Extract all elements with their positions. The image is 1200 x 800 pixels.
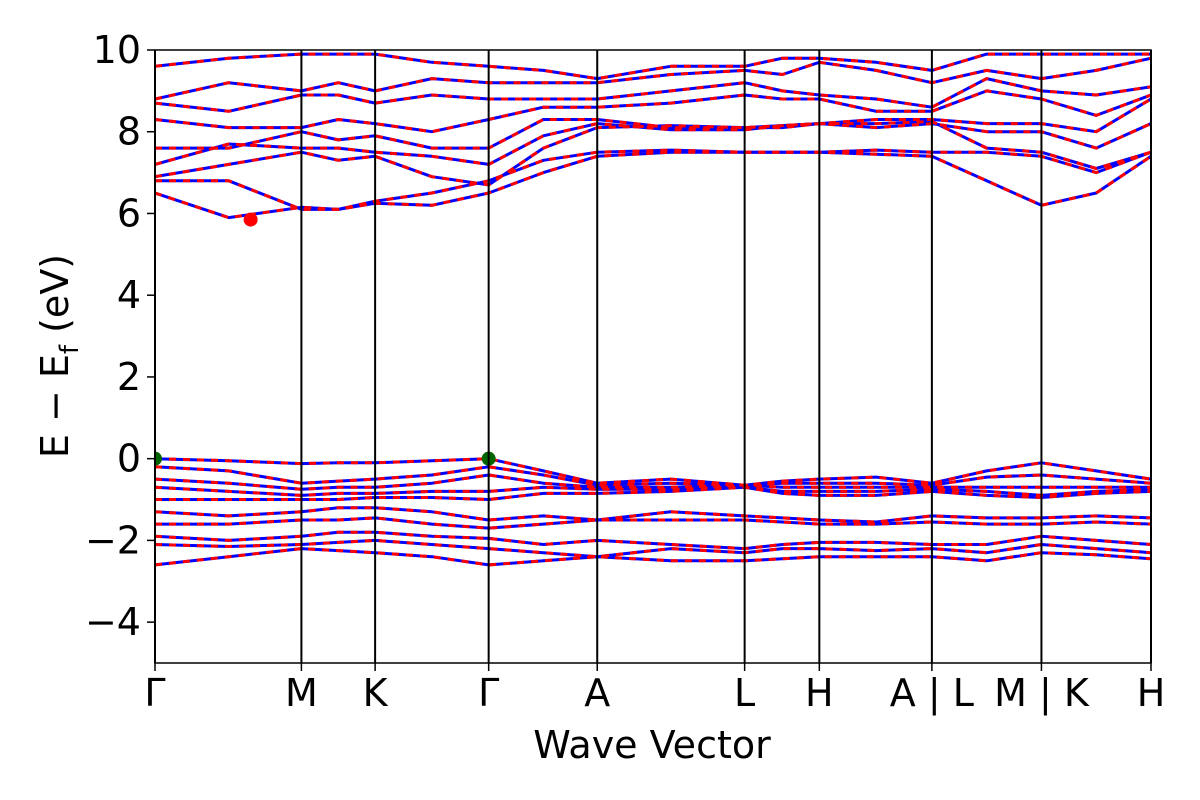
plot-frame: [154, 49, 1152, 664]
band-dashed: [155, 485, 1151, 497]
x-tick-label: K: [363, 671, 389, 715]
y-tick-label: −2: [85, 518, 141, 562]
band-dashed: [155, 52, 1151, 81]
y-axis-label: E − Ef (eV): [33, 254, 85, 458]
band-dashed: [155, 465, 1151, 487]
band-dashed: [155, 538, 1151, 559]
band: [155, 77, 1151, 113]
band: [155, 52, 1151, 81]
band-dashed: [155, 122, 1151, 166]
band-dashed: [155, 547, 1151, 567]
band-dashed: [155, 148, 1151, 211]
y-tick-label: 6: [117, 191, 141, 235]
y-tick-label: 8: [117, 110, 141, 154]
x-tick-label: H: [1137, 671, 1166, 715]
y-tick-label: −4: [85, 600, 141, 644]
x-tick-label: Γ: [478, 671, 499, 715]
band-dashed: [155, 89, 1151, 134]
band-dashed: [155, 77, 1151, 113]
band-dashed: [155, 473, 1151, 491]
x-tick-label: M | K: [994, 671, 1090, 716]
band-dashed: [155, 150, 1151, 220]
y-tick-label: 10: [93, 28, 141, 72]
x-axis-label: Wave Vector: [533, 723, 771, 767]
x-tick-label: L: [734, 671, 755, 715]
band-dashed: [155, 97, 1151, 150]
band-dashed: [155, 56, 1151, 101]
band-edge-marker: [243, 212, 258, 227]
x-tick-label: A: [584, 671, 610, 715]
plot-area: [155, 52, 1151, 567]
x-tick-label: M: [285, 671, 318, 715]
band-edge-marker: [155, 451, 162, 466]
x-tick-label: Γ: [144, 671, 165, 715]
y-axis-label-main: E − E: [33, 354, 77, 458]
axes: Γ M K Γ A L H A | L M | K H −4 −2 0 2 4 6 8 10: [85, 28, 1165, 716]
band-dashed: [155, 506, 1151, 524]
x-tick-label: A | L: [890, 671, 974, 716]
y-tick-label: 2: [117, 355, 141, 399]
band-dashed: [155, 516, 1151, 530]
y-axis-label-sub: f: [55, 344, 85, 354]
band: [155, 457, 1151, 487]
y-axis-label-unit: (eV): [33, 254, 77, 345]
band: [155, 530, 1151, 551]
band-dashed: [155, 457, 1151, 487]
band-dashed: [155, 485, 1151, 501]
band: [155, 516, 1151, 530]
band-dashed: [155, 530, 1151, 551]
band-dashed: [155, 120, 1151, 187]
y-tick-label: 0: [117, 437, 141, 481]
y-tick-label: 4: [117, 273, 141, 317]
x-tick-label: H: [805, 671, 834, 715]
band: [155, 148, 1151, 211]
